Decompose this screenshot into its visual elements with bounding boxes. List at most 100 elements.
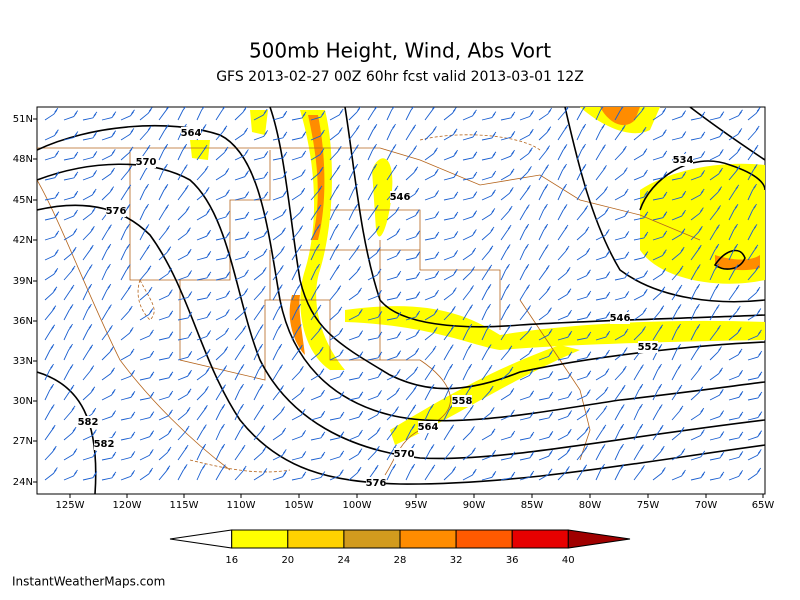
wind-barb [652,467,666,481]
wind-barb [44,107,59,121]
wind-barb [443,191,459,201]
wind-barb [405,271,421,281]
wind-barb [196,291,212,301]
wind-barb [500,388,515,401]
wind-barb [557,163,567,181]
wind-barb [614,443,624,461]
wind-barb [120,451,136,461]
wind-barb [500,205,513,221]
wind-barb [291,303,302,321]
wind-barb [405,209,420,221]
wind-barb [652,445,665,461]
wind-barb [443,268,458,281]
wind-barb [557,466,570,481]
wind-barb [690,386,704,401]
wind-barb [139,411,155,421]
wind-barb [443,287,457,301]
wind-barb [728,370,743,381]
wind-barb [690,450,706,461]
wind-barb [747,467,762,481]
wind-barb [63,426,77,441]
wind-barb [747,371,763,381]
wind-barb [139,203,149,221]
wind-barb [291,451,307,461]
wind-barb [538,307,552,321]
contour-label: 570 [136,157,157,168]
wind-barb [709,346,722,361]
wind-barb [101,149,116,161]
wind-barb [272,151,288,161]
wind-barb [595,271,611,281]
wind-barb [348,410,364,421]
wind-barb [633,270,649,281]
wind-barb [234,344,246,361]
wind-barb [63,151,79,161]
wind-barb [158,371,174,381]
wind-barb [576,370,592,381]
wind-barb [481,407,495,421]
wind-barb [576,107,586,121]
wind-barb [652,129,667,141]
wind-barb [272,246,285,261]
colorbar-label: 16 [225,555,238,566]
wind-barb [405,404,417,421]
wind-barb [63,304,74,321]
map-frame [36,106,766,495]
wind-barb [329,164,341,181]
wind-barb [367,124,378,141]
wind-barb [44,129,59,141]
wind-barb [120,243,131,261]
wind-barb [272,343,283,361]
wind-barb [63,209,78,221]
lat-label: 33N [13,356,33,367]
wind-barb [44,171,60,181]
wind-barb [82,365,95,381]
wind-barb [652,383,663,401]
wind-barb [614,188,629,201]
wind-barb [519,390,535,401]
wind-barb [481,344,492,361]
wind-barb [329,127,343,141]
wind-barb [519,470,535,481]
wind-barb [709,111,725,121]
wind-barb [633,190,649,201]
wind-barb [367,311,383,321]
wind-barb [443,383,453,401]
wind-barb [614,365,627,381]
colorbar-segment [399,529,457,549]
wind-barb [139,350,155,361]
wind-barb [519,284,530,301]
wind-barb [44,191,60,201]
wind-barb [633,289,648,301]
wind-barb [519,431,535,441]
wind-barb [272,209,287,221]
wind-barb [291,131,307,141]
wind-barb [500,263,510,281]
wind-barb [747,449,762,461]
lat-label: 51N [13,114,33,125]
wind-barb [139,125,152,141]
wind-barb [747,286,761,301]
wind-barb [348,448,363,461]
wind-barb [443,445,456,461]
wind-barb [652,363,662,381]
colorbar-label: 36 [506,555,519,566]
wind-barb [462,426,475,441]
wind-barb [291,408,306,421]
colorbar-label: 24 [338,555,351,566]
wind-barb [291,111,307,121]
wind-barb [139,449,154,461]
wind-barb [652,268,667,281]
wind-barb [557,204,568,221]
wind-barb [709,186,723,201]
wind-barb [63,364,74,381]
wind-barb [234,211,250,221]
wind-barb [652,424,664,441]
wind-barb [671,246,685,261]
wind-barb [405,124,417,141]
wind-barb [538,223,549,241]
wind-barb [500,409,515,421]
wind-barb [63,190,79,201]
lat-label: 48N [13,154,33,165]
wind-barb [291,283,301,301]
